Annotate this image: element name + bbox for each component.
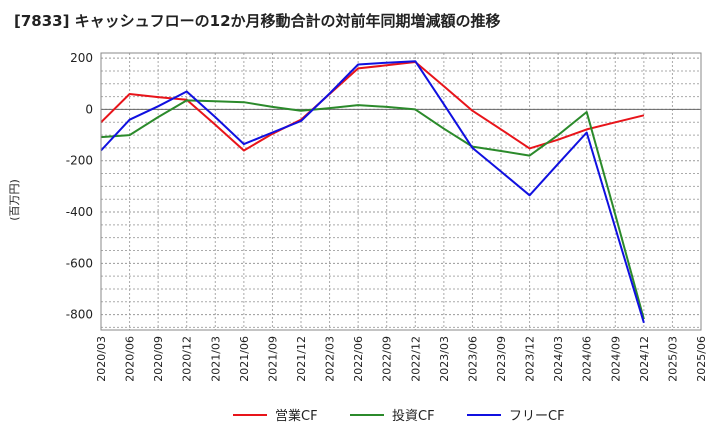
y-tick-label: -400 xyxy=(66,205,93,219)
x-tick-label: 2023/03 xyxy=(438,336,451,382)
x-tick-label: 2024/06 xyxy=(581,336,594,382)
x-tick-label: 2023/06 xyxy=(466,336,479,382)
x-tick-label: 2022/03 xyxy=(324,336,337,382)
x-tick-label: 2021/09 xyxy=(266,336,279,382)
y-axis: 200 0 -200 -400 -600 -800 xyxy=(66,51,93,321)
legend-label: フリーCF xyxy=(509,409,565,424)
legend: 営業CF 投資CF フリーCF xyxy=(233,408,565,424)
x-tick-label: 2023/12 xyxy=(524,336,537,382)
x-tick-label: 2020/03 xyxy=(95,336,108,382)
x-tick-label: 2021/06 xyxy=(238,336,251,382)
y-tick-label: -800 xyxy=(66,308,93,322)
legend-label: 投資CF xyxy=(392,408,435,424)
y-tick-label: -600 xyxy=(66,256,93,270)
x-tick-label: 2021/12 xyxy=(295,336,308,382)
x-tick-label: 2020/06 xyxy=(124,336,137,382)
y-tick-label: 0 xyxy=(85,102,93,116)
x-tick-label: 2023/09 xyxy=(495,336,508,382)
x-tick-label: 2024/09 xyxy=(609,336,622,382)
y-tick-label: 200 xyxy=(70,51,93,65)
x-tick-label: 2020/12 xyxy=(181,336,194,382)
series-line-3 xyxy=(100,60,645,324)
y-tick-label: -200 xyxy=(66,154,93,168)
legend-label: 営業CF xyxy=(275,408,318,424)
chart-title: [7833] キャッシュフローの12か月移動合計の対前年同期増減額の推移 xyxy=(14,12,501,30)
x-tick-label: 2025/03 xyxy=(666,336,679,382)
x-tick-label: 2022/12 xyxy=(409,336,422,382)
series-line-2 xyxy=(100,99,645,320)
series-line-1 xyxy=(100,61,645,152)
x-tick-label: 2022/09 xyxy=(381,336,394,382)
x-tick-label: 2020/09 xyxy=(152,336,165,382)
x-tick-label: 2021/03 xyxy=(209,336,222,382)
series-layer xyxy=(100,60,645,324)
x-tick-label: 2024/03 xyxy=(552,336,565,382)
x-tick-label: 2025/06 xyxy=(695,336,708,382)
grid-layer xyxy=(100,53,702,330)
x-tick-label: 2024/12 xyxy=(638,336,651,382)
y-axis-label: (百万円) xyxy=(8,179,21,221)
plot-frame xyxy=(100,52,702,331)
x-tick-label: 2022/06 xyxy=(352,336,365,382)
x-axis: 2020/03 2020/06 2020/09 2020/12 2021/03 2021/… xyxy=(95,336,708,382)
